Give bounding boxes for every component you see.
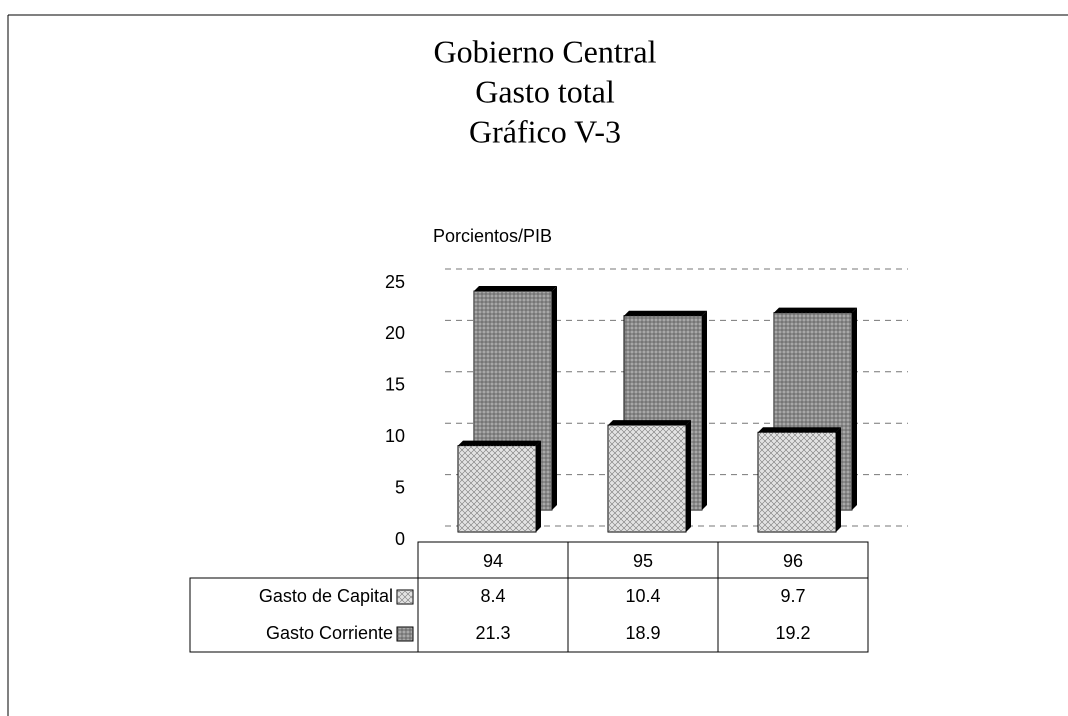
bar-part: [758, 427, 841, 433]
chart-title: Gobierno Central: [433, 33, 656, 69]
y-tick-label: 10: [385, 426, 405, 446]
y-axis-label: Porcientos/PIB: [433, 226, 552, 246]
bar: [457, 440, 541, 533]
chart-title: Gasto total: [475, 73, 615, 109]
legend-key-pattern: [397, 590, 413, 604]
table-value: 10.4: [625, 586, 660, 606]
table-value: 8.4: [480, 586, 505, 606]
table-value: 21.3: [475, 623, 510, 643]
y-tick-label: 5: [395, 477, 405, 497]
bar-part: [552, 286, 557, 510]
y-tick-label: 15: [385, 375, 405, 395]
bar-part: [836, 427, 841, 532]
bar: [607, 420, 691, 533]
y-tick-label: 20: [385, 323, 405, 343]
bar-part: [852, 307, 857, 510]
bar-part: [758, 432, 836, 532]
x-tick-label: 94: [483, 551, 503, 571]
table-value: 9.7: [780, 586, 805, 606]
bar: [757, 427, 841, 533]
bar-part: [608, 420, 691, 426]
bar-part: [458, 440, 541, 446]
bar-part: [474, 286, 557, 292]
bar-part: [702, 310, 707, 510]
table-value: 18.9: [625, 623, 660, 643]
bar-part: [536, 440, 541, 532]
bar-part: [458, 445, 536, 532]
y-tick-label: 0: [395, 529, 405, 549]
bar-part: [686, 420, 691, 532]
x-tick-label: 96: [783, 551, 803, 571]
legend-key-pattern: [397, 627, 413, 641]
x-tick-label: 95: [633, 551, 653, 571]
bar-part: [774, 307, 857, 313]
legend-label: Gasto de Capital: [259, 586, 393, 606]
table-value: 19.2: [775, 623, 810, 643]
y-tick-label: 25: [385, 272, 405, 292]
bar-part: [624, 310, 707, 316]
legend-label: Gasto Corriente: [266, 623, 393, 643]
bar-part: [608, 425, 686, 532]
chart-title: Gráfico V-3: [469, 113, 621, 149]
